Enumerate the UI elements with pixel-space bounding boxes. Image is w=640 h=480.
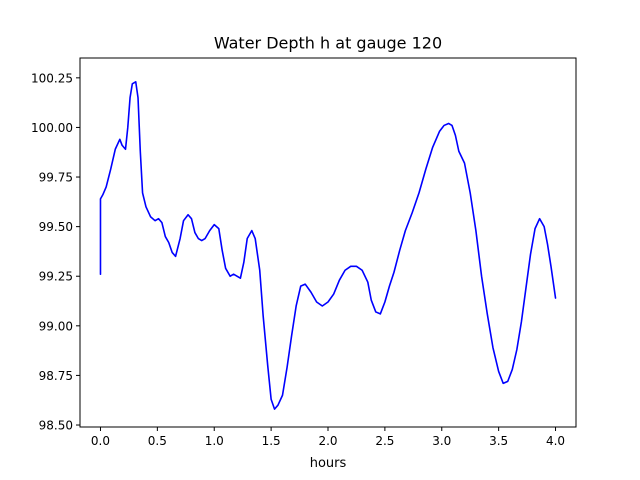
series-line-0 xyxy=(99,81,557,410)
x-tick-label: 1.5 xyxy=(262,434,281,448)
y-tick-label: 99.75 xyxy=(39,171,73,185)
axes-frame xyxy=(79,57,577,428)
y-tick-label: 99.00 xyxy=(39,319,73,333)
plot-area xyxy=(79,57,577,428)
y-tick-label: 100.00 xyxy=(31,121,73,135)
y-tick-label: 98.75 xyxy=(39,369,73,383)
x-tick-label: 3.5 xyxy=(489,434,508,448)
y-tick-label: 100.25 xyxy=(31,71,73,85)
x-tick-label: 0.0 xyxy=(91,434,110,448)
y-tick-label: 99.50 xyxy=(39,220,73,234)
x-tick-label: 1.0 xyxy=(205,434,224,448)
x-tick-label: 0.5 xyxy=(148,434,167,448)
x-tick-label: 2.5 xyxy=(375,434,394,448)
x-axis-label: hours xyxy=(310,456,347,471)
x-tick-label: 4.0 xyxy=(546,434,565,448)
x-tick-label: 2.0 xyxy=(318,434,337,448)
x-axis-ticks: 0.0 0.5 1.0 1.5 2.0 2.5 3.0 3.5 4.0 xyxy=(91,427,565,448)
chart-title: Water Depth h at gauge 120 xyxy=(214,34,442,53)
y-axis-ticks: 98.50 98.75 99.00 99.25 99.50 99.75 100.00 100.… xyxy=(31,71,80,433)
x-tick-label: 3.0 xyxy=(432,434,451,448)
y-tick-label: 98.50 xyxy=(39,419,73,433)
y-tick-label: 99.25 xyxy=(39,270,73,284)
